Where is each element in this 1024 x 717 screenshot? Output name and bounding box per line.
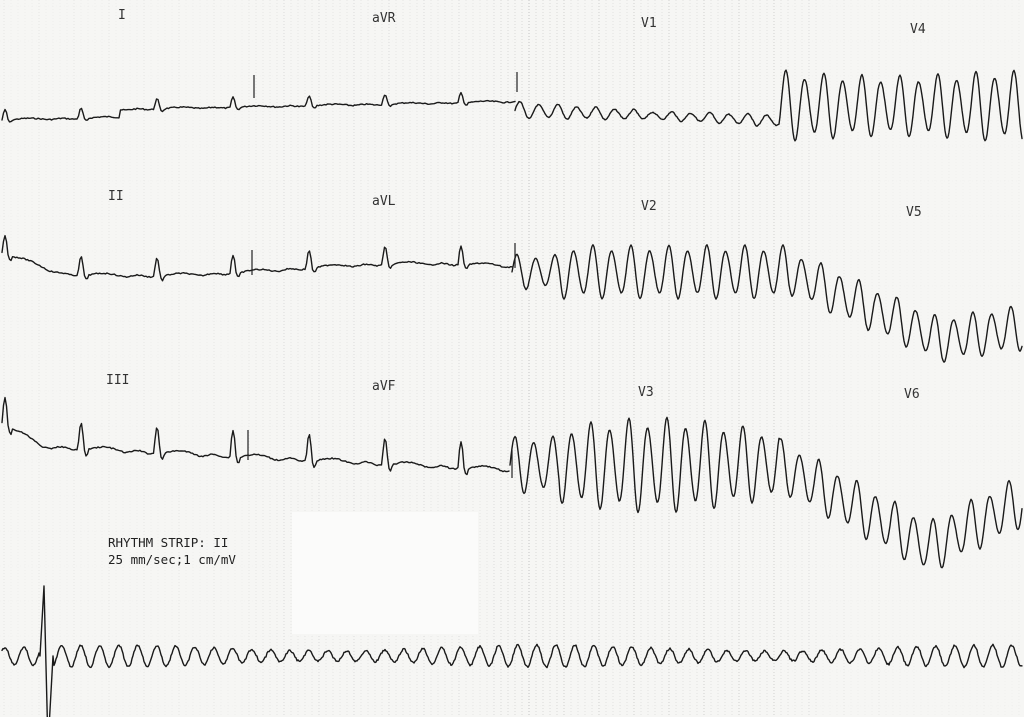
- lead-label-V4: V4: [910, 22, 926, 37]
- lead-label-aVR: aVR: [372, 11, 396, 26]
- trace-row3-limb-leads: [1, 396, 510, 476]
- trace-row2-chest-leads: [511, 244, 1023, 363]
- lead-label-V6: V6: [904, 387, 920, 402]
- lead-separator-marks: [247, 72, 518, 478]
- lead-label-aVF: aVF: [372, 379, 396, 394]
- lead-label-I: I: [118, 8, 126, 23]
- lead-label-V1: V1: [641, 16, 657, 31]
- trace-row2-limb-leads: [1, 235, 513, 282]
- trace-row3-chest-leads: [509, 416, 1023, 569]
- paper-blank-patch: [292, 512, 478, 634]
- rhythm-strip-title: RHYTHM STRIP: II: [108, 535, 228, 550]
- lead-label-II: II: [108, 189, 124, 204]
- lead-label-V2: V2: [641, 199, 657, 214]
- rhythm-strip-settings: 25 mm/sec;1 cm/mV: [108, 552, 236, 567]
- lead-label-V3: V3: [638, 385, 654, 400]
- trace-rhythm-strip: [1, 585, 1023, 717]
- lead-label-V5: V5: [906, 205, 922, 220]
- trace-row1-limb-leads: [1, 91, 516, 123]
- trace-row1-chest-leads: [514, 69, 1023, 142]
- lead-label-III: III: [106, 373, 129, 388]
- lead-label-aVL: aVL: [372, 194, 396, 209]
